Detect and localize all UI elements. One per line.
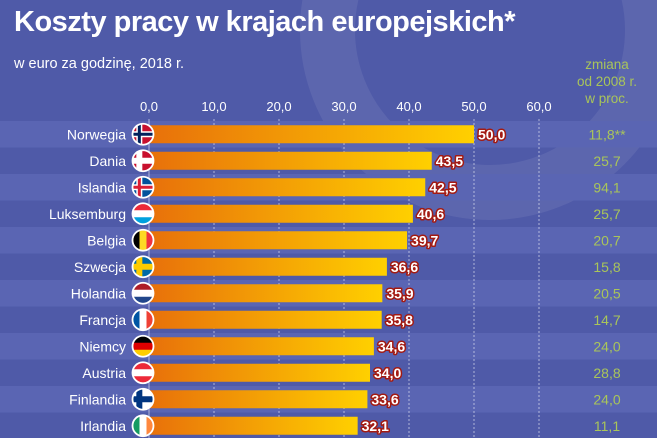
change-header-line: w proc. bbox=[585, 91, 629, 106]
data-label: 39,7 bbox=[411, 232, 438, 248]
bar bbox=[149, 204, 413, 223]
change-value: 24,0 bbox=[593, 391, 620, 407]
category-label: Belgia bbox=[87, 232, 126, 248]
bar bbox=[149, 337, 374, 356]
data-label: 50,0 bbox=[478, 126, 505, 142]
change-header-line: zmiana bbox=[585, 57, 629, 72]
bar bbox=[149, 178, 426, 197]
data-label: 34,6 bbox=[378, 338, 405, 354]
germany-flag-icon bbox=[132, 335, 154, 357]
category-label: Finlandia bbox=[69, 391, 126, 407]
bar bbox=[149, 284, 383, 303]
x-tick-label: 30,0 bbox=[331, 99, 356, 114]
category-label: Norwegia bbox=[67, 126, 126, 142]
netherlands-flag-icon bbox=[132, 282, 154, 304]
category-label: Austria bbox=[82, 365, 126, 381]
category-label: Dania bbox=[89, 153, 126, 169]
luxembourg-flag-icon bbox=[132, 203, 154, 225]
data-label: 35,9 bbox=[386, 285, 413, 301]
change-value: 94,1 bbox=[593, 179, 620, 195]
change-column-header: zmiana od 2008 r. w proc. bbox=[566, 56, 648, 107]
bar bbox=[149, 125, 474, 144]
category-label: Niemcy bbox=[79, 338, 126, 354]
change-value: 11,8** bbox=[588, 126, 626, 142]
change-value: 20,7 bbox=[593, 232, 620, 248]
iceland-flag-icon bbox=[132, 176, 154, 198]
change-value: 14,7 bbox=[593, 312, 620, 328]
data-label: 33,6 bbox=[371, 391, 398, 407]
ireland-flag-icon bbox=[132, 415, 154, 437]
x-tick-label: 40,0 bbox=[396, 99, 421, 114]
category-label: Islandia bbox=[78, 179, 126, 195]
x-tick-label: 60,0 bbox=[526, 99, 551, 114]
change-header-line: od 2008 r. bbox=[576, 74, 638, 89]
norway-flag-icon bbox=[132, 123, 154, 145]
x-tick-label: 0,0 bbox=[140, 99, 158, 114]
bar bbox=[149, 151, 432, 170]
category-label: Irlandia bbox=[80, 418, 126, 434]
data-label: 40,6 bbox=[417, 206, 444, 222]
data-label: 36,6 bbox=[391, 259, 418, 275]
bar bbox=[149, 310, 382, 329]
change-value: 25,7 bbox=[593, 206, 620, 222]
category-label: Luksemburg bbox=[49, 206, 126, 222]
category-label: Szwecja bbox=[74, 259, 126, 275]
data-label: 34,0 bbox=[374, 365, 401, 381]
change-value: 25,7 bbox=[593, 153, 620, 169]
bar bbox=[149, 416, 358, 435]
data-label: 35,8 bbox=[386, 312, 413, 328]
chart-title: Koszty pracy w krajach europejskich* bbox=[14, 6, 516, 38]
data-label: 42,5 bbox=[429, 179, 456, 195]
chart-subtitle: w euro za godzinę, 2018 r. bbox=[14, 56, 185, 72]
x-tick-label: 50,0 bbox=[461, 99, 486, 114]
change-value: 24,0 bbox=[593, 338, 620, 354]
x-tick-label: 10,0 bbox=[201, 99, 226, 114]
change-value: 20,5 bbox=[593, 285, 620, 301]
data-label: 32,1 bbox=[362, 418, 389, 434]
france-flag-icon bbox=[132, 309, 154, 331]
bar bbox=[149, 257, 387, 276]
sweden-flag-icon bbox=[132, 256, 154, 278]
category-label: Holandia bbox=[71, 285, 126, 301]
austria-flag-icon bbox=[132, 362, 154, 384]
bar bbox=[149, 363, 370, 382]
denmark-flag-icon bbox=[132, 150, 154, 172]
bar bbox=[149, 390, 368, 409]
change-value: 15,8 bbox=[593, 259, 620, 275]
x-tick-label: 20,0 bbox=[266, 99, 291, 114]
bar bbox=[149, 231, 408, 250]
change-value: 11,1 bbox=[594, 418, 620, 434]
category-label: Francja bbox=[79, 312, 126, 328]
belgium-flag-icon bbox=[132, 229, 154, 251]
data-label: 43,5 bbox=[436, 153, 463, 169]
finland-flag-icon bbox=[132, 388, 154, 410]
change-value: 28,8 bbox=[593, 365, 620, 381]
